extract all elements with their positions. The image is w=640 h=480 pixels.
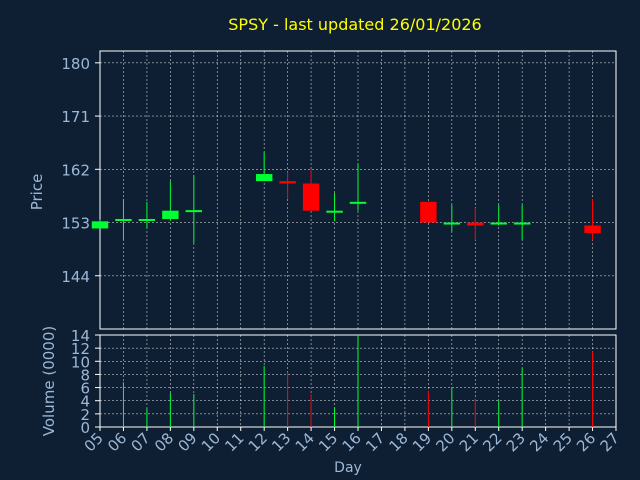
x-tick-label: 13 — [268, 429, 294, 455]
candle-body — [115, 218, 132, 221]
chart-title: SPSY - last updated 26/01/2026 — [228, 15, 481, 34]
candle-body — [162, 210, 179, 219]
x-tick-label: 18 — [386, 429, 412, 455]
candle-body — [443, 222, 461, 225]
volume-tick-label: 12 — [71, 340, 90, 358]
x-tick-label: 26 — [573, 429, 599, 455]
x-tick-label: 11 — [221, 429, 247, 455]
volume-tick-label: 6 — [80, 380, 90, 398]
candle-body — [349, 201, 367, 204]
candle-body — [420, 201, 437, 223]
x-tick-label: 08 — [151, 429, 177, 455]
x-tick-label: 27 — [597, 429, 623, 455]
candle-body — [302, 183, 320, 211]
x-tick-label: 17 — [362, 429, 388, 455]
volume-tick-label: 2 — [80, 406, 90, 424]
x-tick-label: 25 — [550, 429, 576, 455]
volume-tick-label: 10 — [71, 353, 90, 371]
x-tick-label: 22 — [479, 429, 505, 455]
candle-body — [490, 222, 507, 225]
x-tick-label: 24 — [526, 429, 552, 455]
price-axis-label: Price — [28, 174, 46, 211]
x-tick-label: 12 — [245, 429, 271, 455]
x-tick-label: 16 — [339, 429, 365, 455]
price-tick-label: 153 — [61, 215, 90, 233]
candle-body — [584, 225, 601, 234]
x-axis-label: Day — [334, 460, 362, 476]
candle-body — [467, 222, 484, 226]
candle-body — [513, 222, 531, 225]
volume-axis-label: Volume (0000) — [40, 326, 58, 436]
x-tick-label: 15 — [315, 429, 341, 455]
volume-tick-label: 14 — [71, 327, 90, 345]
candle-body — [91, 221, 109, 229]
candle-body — [279, 181, 296, 184]
x-tick-label: 07 — [128, 429, 154, 455]
x-tick-label: 23 — [503, 429, 529, 455]
x-tick-label: 14 — [292, 429, 318, 455]
x-tick-label: 09 — [174, 429, 200, 455]
candle-body — [326, 210, 343, 213]
x-tick-label: 21 — [456, 429, 482, 455]
volume-tick-label: 8 — [80, 366, 90, 384]
price-tick-label: 162 — [61, 161, 90, 179]
candle-body — [138, 218, 156, 221]
candle-body — [185, 210, 203, 213]
x-tick-label: 20 — [432, 429, 458, 455]
candle-body — [255, 174, 273, 182]
volume-tick-label: 0 — [80, 419, 90, 437]
x-tick-label: 19 — [409, 429, 435, 455]
volume-tick-label: 4 — [80, 393, 90, 411]
price-tick-label: 171 — [61, 108, 90, 126]
price-tick-label: 144 — [61, 268, 90, 286]
price-tick-label: 180 — [61, 55, 90, 73]
x-tick-label: 10 — [198, 429, 224, 455]
x-tick-label: 06 — [104, 429, 130, 455]
